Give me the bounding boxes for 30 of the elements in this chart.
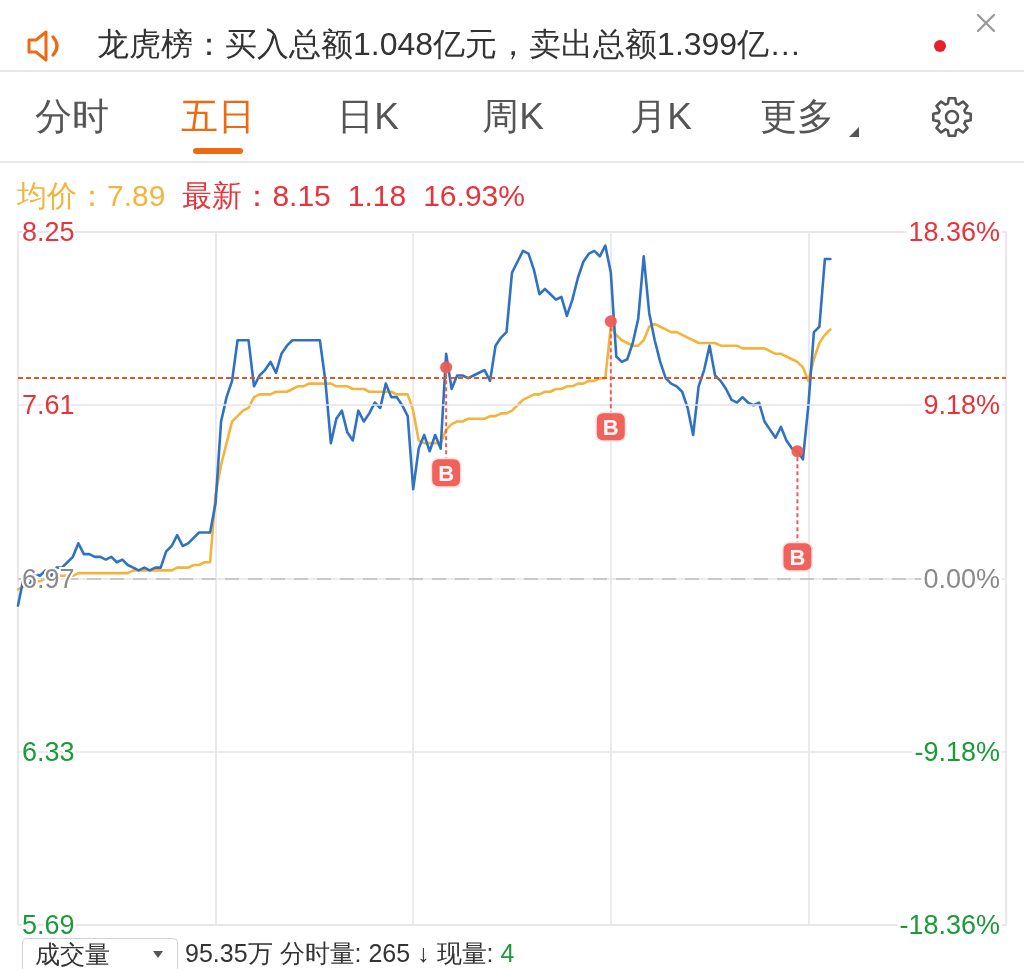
text: 分时 [35, 96, 109, 139]
y2-tick-label: 0.00% [923, 563, 1000, 594]
line-series [16, 244, 832, 607]
text: 更多 [760, 96, 834, 139]
text: 1.18 [347, 179, 407, 213]
y-tick-label: 5.69 [22, 910, 75, 940]
y-tick-label: 8.25 [22, 217, 75, 247]
y-tick-label: 7.61 [22, 390, 75, 421]
y2-tick-label: -9.18% [914, 736, 1000, 767]
text: 五日 [181, 96, 255, 139]
y2-tick-label: 18.36% [908, 217, 1000, 247]
point [440, 361, 453, 374]
text: 龙虎榜：买入总额1.048亿元，卖出总额1.399亿… [97, 26, 802, 63]
text: 16.93% [423, 179, 525, 213]
point [791, 445, 804, 458]
text: 95.35万 分时量: 265 ↓ 现量: [185, 938, 494, 969]
data-label: B [602, 414, 619, 440]
y-tick-label: 6.33 [22, 736, 75, 767]
text: 最新：8.15 [182, 177, 331, 214]
text: 周K [482, 96, 544, 139]
text: 月K [630, 96, 692, 139]
text: 4 [500, 939, 515, 968]
data-label: B [789, 544, 806, 570]
y2-tick-label: 9.18% [923, 390, 1000, 421]
text: 日K [337, 96, 399, 139]
text: 均价：7.89 [17, 177, 166, 214]
y2-tick-label: -18.36% [899, 910, 1000, 940]
data-label: B [438, 460, 455, 486]
point [604, 315, 617, 328]
dropdown: 成交量 [22, 938, 178, 969]
